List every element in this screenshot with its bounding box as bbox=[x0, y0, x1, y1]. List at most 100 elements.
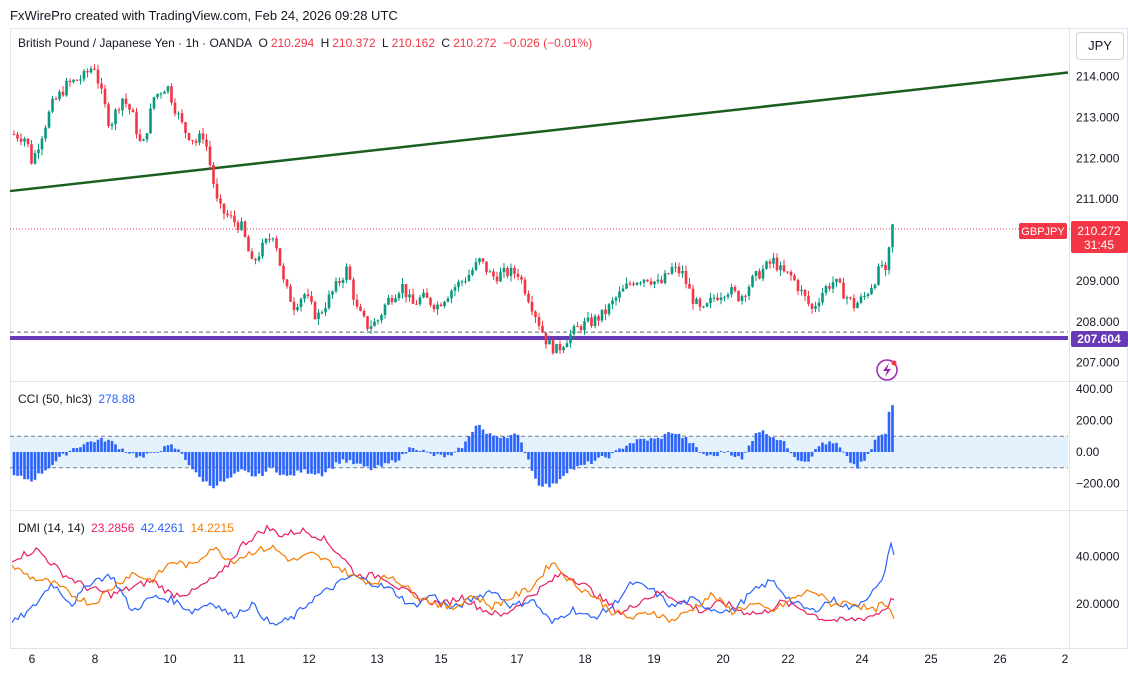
rising-trendline[interactable] bbox=[9, 71, 1069, 193]
low-key: L bbox=[381, 36, 389, 50]
cci-bar bbox=[383, 452, 387, 464]
cci-bar bbox=[474, 425, 478, 452]
cci-bar bbox=[632, 443, 635, 452]
cci-bar bbox=[835, 442, 838, 452]
candle-body bbox=[61, 91, 65, 96]
candle-body bbox=[194, 140, 198, 143]
cci-bar bbox=[397, 452, 401, 461]
cci-bar bbox=[233, 452, 236, 474]
candle-body bbox=[646, 279, 649, 282]
candle-body bbox=[761, 268, 765, 279]
candle-body bbox=[786, 271, 789, 273]
cci-bar bbox=[481, 429, 485, 452]
cci-bar bbox=[789, 452, 793, 454]
cci-bar bbox=[716, 452, 719, 457]
cci-bar bbox=[782, 441, 786, 452]
candle-body bbox=[369, 326, 373, 329]
cci-bar bbox=[674, 433, 677, 452]
candle-body bbox=[597, 316, 600, 321]
cci-bar bbox=[667, 432, 670, 452]
cci-bar bbox=[824, 444, 828, 452]
candle-body bbox=[177, 113, 180, 115]
cci-bar bbox=[775, 440, 779, 452]
candle-body bbox=[313, 301, 317, 320]
cci-legend: CCI (50, hlc3) 278.88 bbox=[18, 392, 138, 406]
cci-bar bbox=[586, 452, 590, 462]
candle-body bbox=[306, 294, 310, 297]
cci-bar bbox=[40, 452, 44, 474]
cci-y-axis: 400.00 200.00 0.00 −200.00 bbox=[1076, 382, 1120, 490]
candle-body bbox=[75, 79, 79, 81]
cci-bar bbox=[870, 449, 873, 452]
cci-bar bbox=[306, 452, 310, 474]
candle-body bbox=[404, 284, 408, 298]
candle-body bbox=[82, 71, 86, 80]
cci-bar bbox=[268, 452, 271, 468]
cci-bar bbox=[737, 452, 740, 457]
candle-body bbox=[793, 275, 796, 281]
candle-body bbox=[12, 133, 16, 135]
cci-bar bbox=[142, 452, 145, 458]
cci-bar bbox=[534, 452, 537, 479]
cci-bar bbox=[758, 432, 761, 452]
candle-body bbox=[866, 294, 870, 296]
cci-bar bbox=[373, 452, 376, 469]
cci-bar bbox=[257, 452, 261, 474]
candle-body bbox=[586, 317, 590, 322]
cci-bar bbox=[65, 452, 68, 456]
candle-body bbox=[789, 271, 793, 276]
lightning-alert-icon[interactable] bbox=[876, 359, 898, 381]
candle-body bbox=[282, 265, 285, 280]
cci-bar bbox=[222, 452, 226, 482]
candle-body bbox=[754, 271, 758, 276]
cci-bar bbox=[114, 444, 117, 452]
cci-bar bbox=[604, 452, 607, 458]
candle-body bbox=[457, 281, 460, 288]
close-key: C bbox=[441, 36, 451, 50]
cci-bar bbox=[670, 433, 674, 452]
candle-body bbox=[243, 221, 247, 237]
candle-body bbox=[299, 298, 303, 307]
time-tick-label: 8 bbox=[92, 652, 99, 666]
candle-body bbox=[527, 293, 530, 302]
cci-bar bbox=[460, 448, 464, 452]
cci-bar bbox=[37, 452, 40, 474]
cci-bar bbox=[884, 433, 887, 452]
candle-body bbox=[674, 266, 677, 268]
cci-bar bbox=[856, 452, 859, 469]
candle-body bbox=[842, 282, 845, 299]
cci-bar bbox=[558, 452, 562, 480]
cci-bar bbox=[698, 452, 702, 453]
cci-bar bbox=[576, 452, 579, 467]
candle-body bbox=[541, 325, 544, 333]
candle-body bbox=[656, 279, 660, 282]
candle-body bbox=[807, 295, 810, 304]
candle-body bbox=[639, 282, 642, 284]
cci-bar bbox=[261, 452, 264, 476]
time-tick-label: 6 bbox=[29, 652, 36, 666]
candle-body bbox=[544, 332, 548, 345]
candle-body bbox=[887, 247, 891, 271]
cci-bar bbox=[562, 452, 565, 476]
cci-bar bbox=[681, 438, 684, 452]
cci-bar bbox=[425, 451, 429, 453]
candle-body bbox=[782, 265, 786, 272]
cci-bar bbox=[310, 452, 313, 474]
currency-button[interactable]: JPY bbox=[1076, 32, 1124, 60]
time-tick-label: 13 bbox=[370, 652, 384, 666]
cci-bar bbox=[285, 452, 289, 476]
price-tick-label: 211.000 bbox=[1076, 192, 1119, 206]
cci-bar bbox=[695, 447, 698, 452]
cci-bar bbox=[170, 444, 173, 452]
time-tick-label: 10 bbox=[163, 652, 177, 666]
cci-bar bbox=[278, 452, 282, 476]
cci-bar bbox=[569, 452, 572, 469]
candle-body bbox=[593, 316, 597, 327]
cci-bar bbox=[121, 448, 124, 452]
candle-body bbox=[229, 215, 233, 217]
cci-bar bbox=[313, 452, 317, 475]
cci-bar bbox=[485, 433, 488, 452]
candle-body bbox=[373, 321, 376, 327]
candle-body bbox=[642, 279, 646, 283]
